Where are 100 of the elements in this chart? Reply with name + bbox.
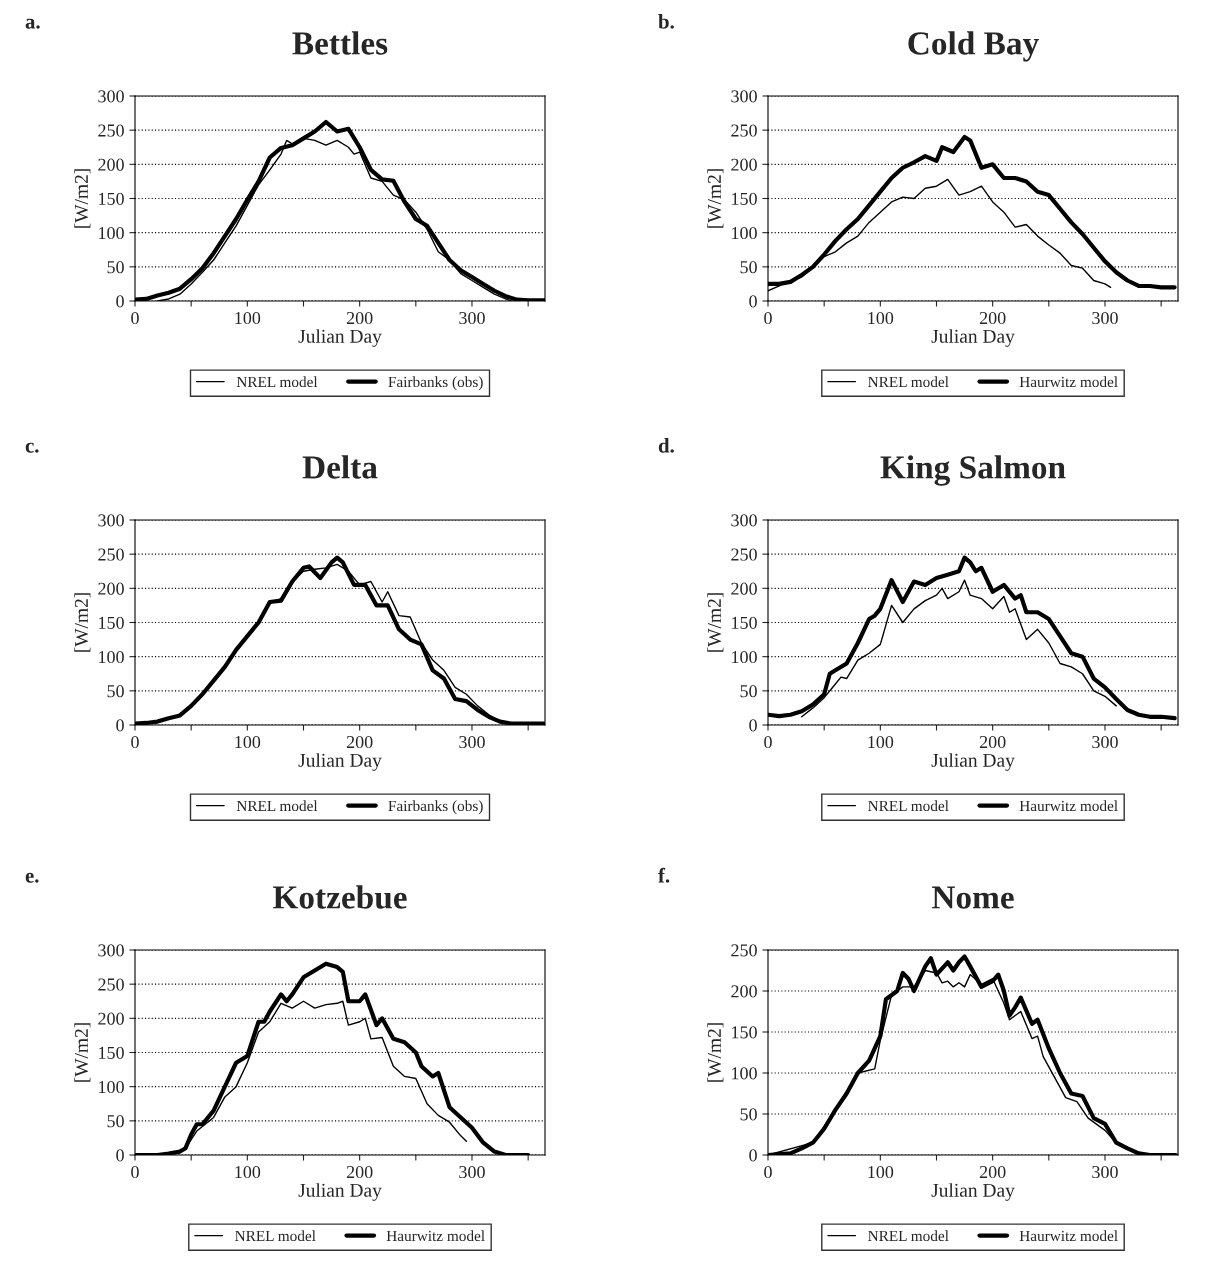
legend-label: NREL model [868,1230,949,1242]
y-tick-label: 200 [731,158,757,171]
y-tick-label: 0 [116,719,124,732]
y-tick-label: 0 [749,1149,757,1162]
y-tick-label: 50 [740,685,757,698]
x-tick-label: 100 [868,1165,894,1179]
text: f. [658,867,670,883]
y-tick-label: 200 [98,158,124,171]
x-tick-label: 0 [131,735,139,749]
y-tick-label: 100 [99,650,124,664]
y-tick-label: 0 [749,295,757,308]
x-axis-title: Julian Day [931,329,1015,347]
y-tick-label: 100 [99,1080,124,1094]
y-tick-label: 0 [116,295,124,308]
y-tick-label: 50 [107,261,124,274]
x-tick-label: 200 [346,1165,373,1179]
x-tick-label: 200 [979,1165,1006,1179]
legend-label: Haurwitz model [1019,800,1118,812]
y-tick-label: 250 [731,944,757,957]
text: c. [25,442,39,453]
y-tick-label: 100 [732,650,757,664]
x-tick-label: 0 [764,1165,772,1179]
y-tick-label: 200 [98,1012,124,1025]
legend-label: Fairbanks (obs) [388,376,483,391]
x-tick-label: 300 [1092,1165,1118,1179]
y-axis-title: [W/m2] [74,1023,91,1082]
chart-title: Cold Bay [908,31,1039,62]
y-axis-title: [W/m2] [707,169,724,228]
legend-label: NREL model [868,800,949,812]
chart-title: Kotzebue [272,885,407,909]
x-axis-title: Julian Day [931,1183,1015,1201]
y-axis-title: [W/m2] [74,169,91,228]
text: e. [25,872,39,883]
y-tick-label: 250 [98,978,124,991]
legend-label: Fairbanks (obs) [388,800,483,815]
x-tick-label: 0 [131,1165,139,1179]
x-tick-label: 200 [346,735,373,749]
y-tick-label: 200 [731,985,757,998]
legend-label: Haurwitz model [1019,376,1118,388]
y-tick-label: 200 [731,582,757,595]
y-tick-label: 50 [740,1108,757,1121]
x-tick-label: 300 [1092,735,1118,749]
x-tick-label: 100 [235,1165,261,1179]
text: d. [658,438,674,453]
legend-label: Haurwitz model [1019,1230,1118,1242]
y-tick-label: 250 [98,124,124,137]
legend-label: NREL model [236,800,318,812]
x-tick-label: 200 [346,311,373,325]
y-tick-label: 100 [732,1067,757,1080]
y-tick-label: 150 [732,616,757,629]
x-tick-label: 100 [235,311,261,325]
y-tick-label: 300 [731,90,757,103]
y-tick-label: 250 [731,548,757,561]
y-tick-label: 150 [99,1046,124,1059]
chart-title: Bettles [292,31,388,55]
x-tick-label: 300 [459,311,485,325]
x-axis-title: Julian Day [298,329,382,347]
y-tick-label: 150 [99,192,124,205]
y-tick-label: 0 [116,1149,124,1162]
x-tick-label: 300 [459,735,485,749]
legend-label: NREL model [235,1230,316,1242]
x-tick-label: 100 [868,311,894,325]
y-tick-label: 50 [107,1115,124,1128]
legend-label: NREL model [236,376,318,388]
x-axis-title: Julian Day [931,753,1015,771]
y-axis-title: [W/m2] [74,593,91,652]
y-tick-label: 100 [732,226,757,240]
chart-title: Delta [302,455,378,479]
y-axis-title: [W/m2] [707,593,724,652]
y-tick-label: 300 [98,944,124,957]
chart-title: King Salmon [880,455,1066,486]
y-tick-label: 0 [749,719,757,732]
x-axis-title: Julian Day [298,753,382,771]
y-tick-label: 300 [731,514,757,527]
y-tick-label: 300 [98,514,124,527]
y-tick-label: 200 [98,582,124,595]
legend-label: NREL model [868,376,949,388]
y-tick-label: 100 [99,226,124,240]
text: a. [25,18,40,29]
chart-title: Nome [931,886,1014,909]
y-axis-title: [W/m2] [707,1023,724,1082]
text: b. [658,14,674,29]
x-tick-label: 200 [979,735,1006,749]
x-tick-label: 100 [235,735,261,749]
y-tick-label: 250 [98,548,124,561]
x-tick-label: 200 [979,311,1006,325]
legend-label: Haurwitz model [386,1230,485,1242]
x-tick-label: 100 [868,735,894,749]
y-tick-label: 50 [107,685,124,698]
x-tick-label: 0 [131,311,139,325]
y-tick-label: 150 [99,616,124,629]
y-tick-label: 150 [732,192,757,205]
y-tick-label: 250 [731,124,757,137]
y-tick-label: 50 [740,261,757,274]
y-tick-label: 150 [732,1026,757,1039]
x-tick-label: 300 [1092,311,1118,325]
x-tick-label: 300 [459,1165,485,1179]
x-tick-label: 0 [764,311,772,325]
x-axis-title: Julian Day [298,1183,382,1201]
y-tick-label: 300 [98,90,124,103]
